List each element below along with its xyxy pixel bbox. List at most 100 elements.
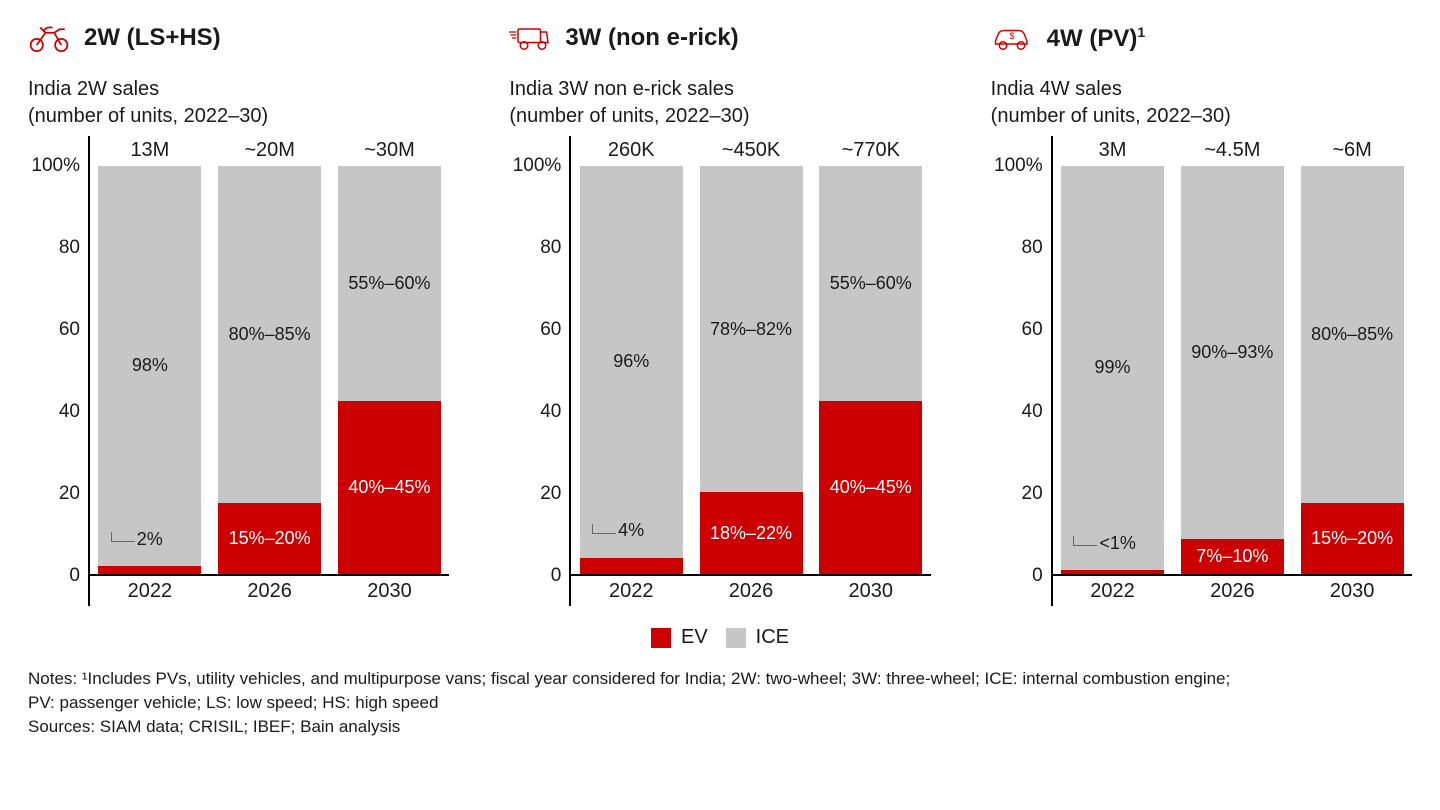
segment-ice: 80%–85% xyxy=(1301,166,1404,503)
stacked-bar: 80%–85%15%–20%~20M2026 xyxy=(218,166,321,574)
y-tick: 60 xyxy=(506,319,561,341)
notes-line-1: Notes: ¹Includes PVs, utility vehicles, … xyxy=(28,667,1412,691)
bar-col: 55%–60%40%–45%~770K2030 xyxy=(811,166,931,574)
plot-inner: 96%260K20224%78%–82%18%–22%~450K202655%–… xyxy=(571,166,930,576)
panel-title: 4W (PV)1 xyxy=(1047,24,1145,53)
segment-ice: 98% xyxy=(98,166,201,566)
panel-1: 3W (non e-rick)India 3W non e-rick sales… xyxy=(509,18,930,606)
y-tick: 20 xyxy=(988,483,1043,505)
panel-0: 2W (LS+HS) India 2W sales(number of units… xyxy=(28,18,449,606)
stacked-bar: 55%–60%40%–45%~30M2030 xyxy=(338,166,441,574)
segment-ice: 55%–60% xyxy=(338,166,441,401)
segment-ev: 18%–22% xyxy=(700,492,803,574)
segment-ice: 96% xyxy=(580,166,683,558)
bars-row: 98%13M20222%80%–85%15%–20%~20M202655%–60… xyxy=(90,166,449,574)
bar-top-label: 3M xyxy=(1099,139,1127,162)
y-axis: 020406080100% xyxy=(509,136,569,606)
y-tick: 100% xyxy=(506,155,561,177)
panel-subtitle: India 4W sales(number of units, 2022–30) xyxy=(991,76,1412,130)
panel-title: 2W (LS+HS) xyxy=(84,24,221,52)
rickshaw-icon xyxy=(509,20,551,56)
x-axis-label: 2030 xyxy=(1330,580,1375,603)
y-tick: 80 xyxy=(506,237,561,259)
chart-area: 020406080100%96%260K20224%78%–82%18%–22%… xyxy=(509,136,930,606)
legend-swatch-ev xyxy=(651,628,671,648)
car-icon: $ xyxy=(991,20,1033,56)
y-axis: 020406080100% xyxy=(991,136,1051,606)
bars-row: 96%260K20224%78%–82%18%–22%~450K202655%–… xyxy=(571,166,930,574)
bar-col: 80%–85%15%–20%~20M2026 xyxy=(210,166,330,574)
legend-label-ev: EV xyxy=(681,626,708,649)
segment-ev xyxy=(98,566,201,574)
segment-ev: 15%–20% xyxy=(1301,503,1404,574)
panel-title: 3W (non e-rick) xyxy=(565,24,738,52)
panel-header: $4W (PV)1 xyxy=(991,18,1412,58)
panel-header: 2W (LS+HS) xyxy=(28,18,449,58)
x-axis-label: 2026 xyxy=(1210,580,1255,603)
y-tick: 80 xyxy=(25,237,80,259)
plot: 96%260K20224%78%–82%18%–22%~450K202655%–… xyxy=(569,136,930,606)
bar-top-label: ~450K xyxy=(722,139,780,162)
y-tick: 80 xyxy=(988,237,1043,259)
ev-callout-label: 2% xyxy=(111,529,163,550)
panels-row: 2W (LS+HS) India 2W sales(number of units… xyxy=(28,18,1412,606)
plot: 98%13M20222%80%–85%15%–20%~20M202655%–60… xyxy=(88,136,449,606)
x-axis-label: 2022 xyxy=(1090,580,1135,603)
bar-top-label: 13M xyxy=(130,139,169,162)
panel-subtitle: India 2W sales(number of units, 2022–30) xyxy=(28,76,449,130)
y-tick: 20 xyxy=(25,483,80,505)
segment-ice: 55%–60% xyxy=(819,166,922,401)
segment-ice: 99% xyxy=(1061,166,1164,570)
segment-ev: 15%–20% xyxy=(218,503,321,574)
segment-ev: 7%–10% xyxy=(1181,539,1284,574)
y-tick: 0 xyxy=(25,565,80,587)
motorcycle-icon xyxy=(28,20,70,56)
segment-ev xyxy=(1061,570,1164,574)
stacked-bar: 78%–82%18%–22%~450K2026 xyxy=(700,166,803,574)
segment-ice: 90%–93% xyxy=(1181,166,1284,539)
stacked-bar: 99%3M2022<1% xyxy=(1061,166,1164,574)
y-tick: 40 xyxy=(506,401,561,423)
segment-ice: 78%–82% xyxy=(700,166,803,492)
bar-top-label: ~4.5M xyxy=(1204,139,1260,162)
notes-line-2: PV: passenger vehicle; LS: low speed; HS… xyxy=(28,691,1412,715)
segment-ice: 80%–85% xyxy=(218,166,321,503)
x-axis-label: 2030 xyxy=(367,580,412,603)
y-axis: 020406080100% xyxy=(28,136,88,606)
x-axis-label: 2026 xyxy=(729,580,774,603)
plot-inner: 98%13M20222%80%–85%15%–20%~20M202655%–60… xyxy=(90,166,449,576)
ev-callout-label: 4% xyxy=(592,520,644,541)
y-tick: 20 xyxy=(506,483,561,505)
x-axis-label: 2022 xyxy=(609,580,654,603)
y-tick: 60 xyxy=(988,319,1043,341)
bar-col: 78%–82%18%–22%~450K2026 xyxy=(691,166,811,574)
segment-ev: 40%–45% xyxy=(819,401,922,574)
stacked-bar: 80%–85%15%–20%~6M2030 xyxy=(1301,166,1404,574)
x-axis-label: 2022 xyxy=(128,580,173,603)
stacked-bar: 55%–60%40%–45%~770K2030 xyxy=(819,166,922,574)
plot: 99%3M2022<1%90%–93%7%–10%~4.5M202680%–85… xyxy=(1051,136,1412,606)
y-tick: 40 xyxy=(988,401,1043,423)
stacked-bar: 96%260K20224% xyxy=(580,166,683,574)
y-tick: 100% xyxy=(25,155,80,177)
legend: EV ICE xyxy=(28,626,1412,649)
y-tick: 100% xyxy=(988,155,1043,177)
stacked-bar: 90%–93%7%–10%~4.5M2026 xyxy=(1181,166,1284,574)
panel-2: $4W (PV)1 India 4W sales(number of units,… xyxy=(991,18,1412,606)
legend-label-ice: ICE xyxy=(756,626,789,649)
bar-col: 96%260K20224% xyxy=(571,166,691,574)
x-axis-label: 2030 xyxy=(849,580,894,603)
bar-col: 99%3M2022<1% xyxy=(1053,166,1173,574)
bars-row: 99%3M2022<1%90%–93%7%–10%~4.5M202680%–85… xyxy=(1053,166,1412,574)
y-tick: 60 xyxy=(25,319,80,341)
bar-col: 98%13M20222% xyxy=(90,166,210,574)
bar-col: 80%–85%15%–20%~6M2030 xyxy=(1292,166,1412,574)
notes-block: Notes: ¹Includes PVs, utility vehicles, … xyxy=(28,667,1412,738)
bar-col: 55%–60%40%–45%~30M2030 xyxy=(330,166,450,574)
bar-top-label: 260K xyxy=(608,139,655,162)
bar-top-label: ~6M xyxy=(1332,139,1371,162)
sources-line: Sources: SIAM data; CRISIL; IBEF; Bain a… xyxy=(28,715,1412,739)
segment-ev: 40%–45% xyxy=(338,401,441,574)
bar-col: 90%–93%7%–10%~4.5M2026 xyxy=(1172,166,1292,574)
chart-area: 020406080100%98%13M20222%80%–85%15%–20%~… xyxy=(28,136,449,606)
